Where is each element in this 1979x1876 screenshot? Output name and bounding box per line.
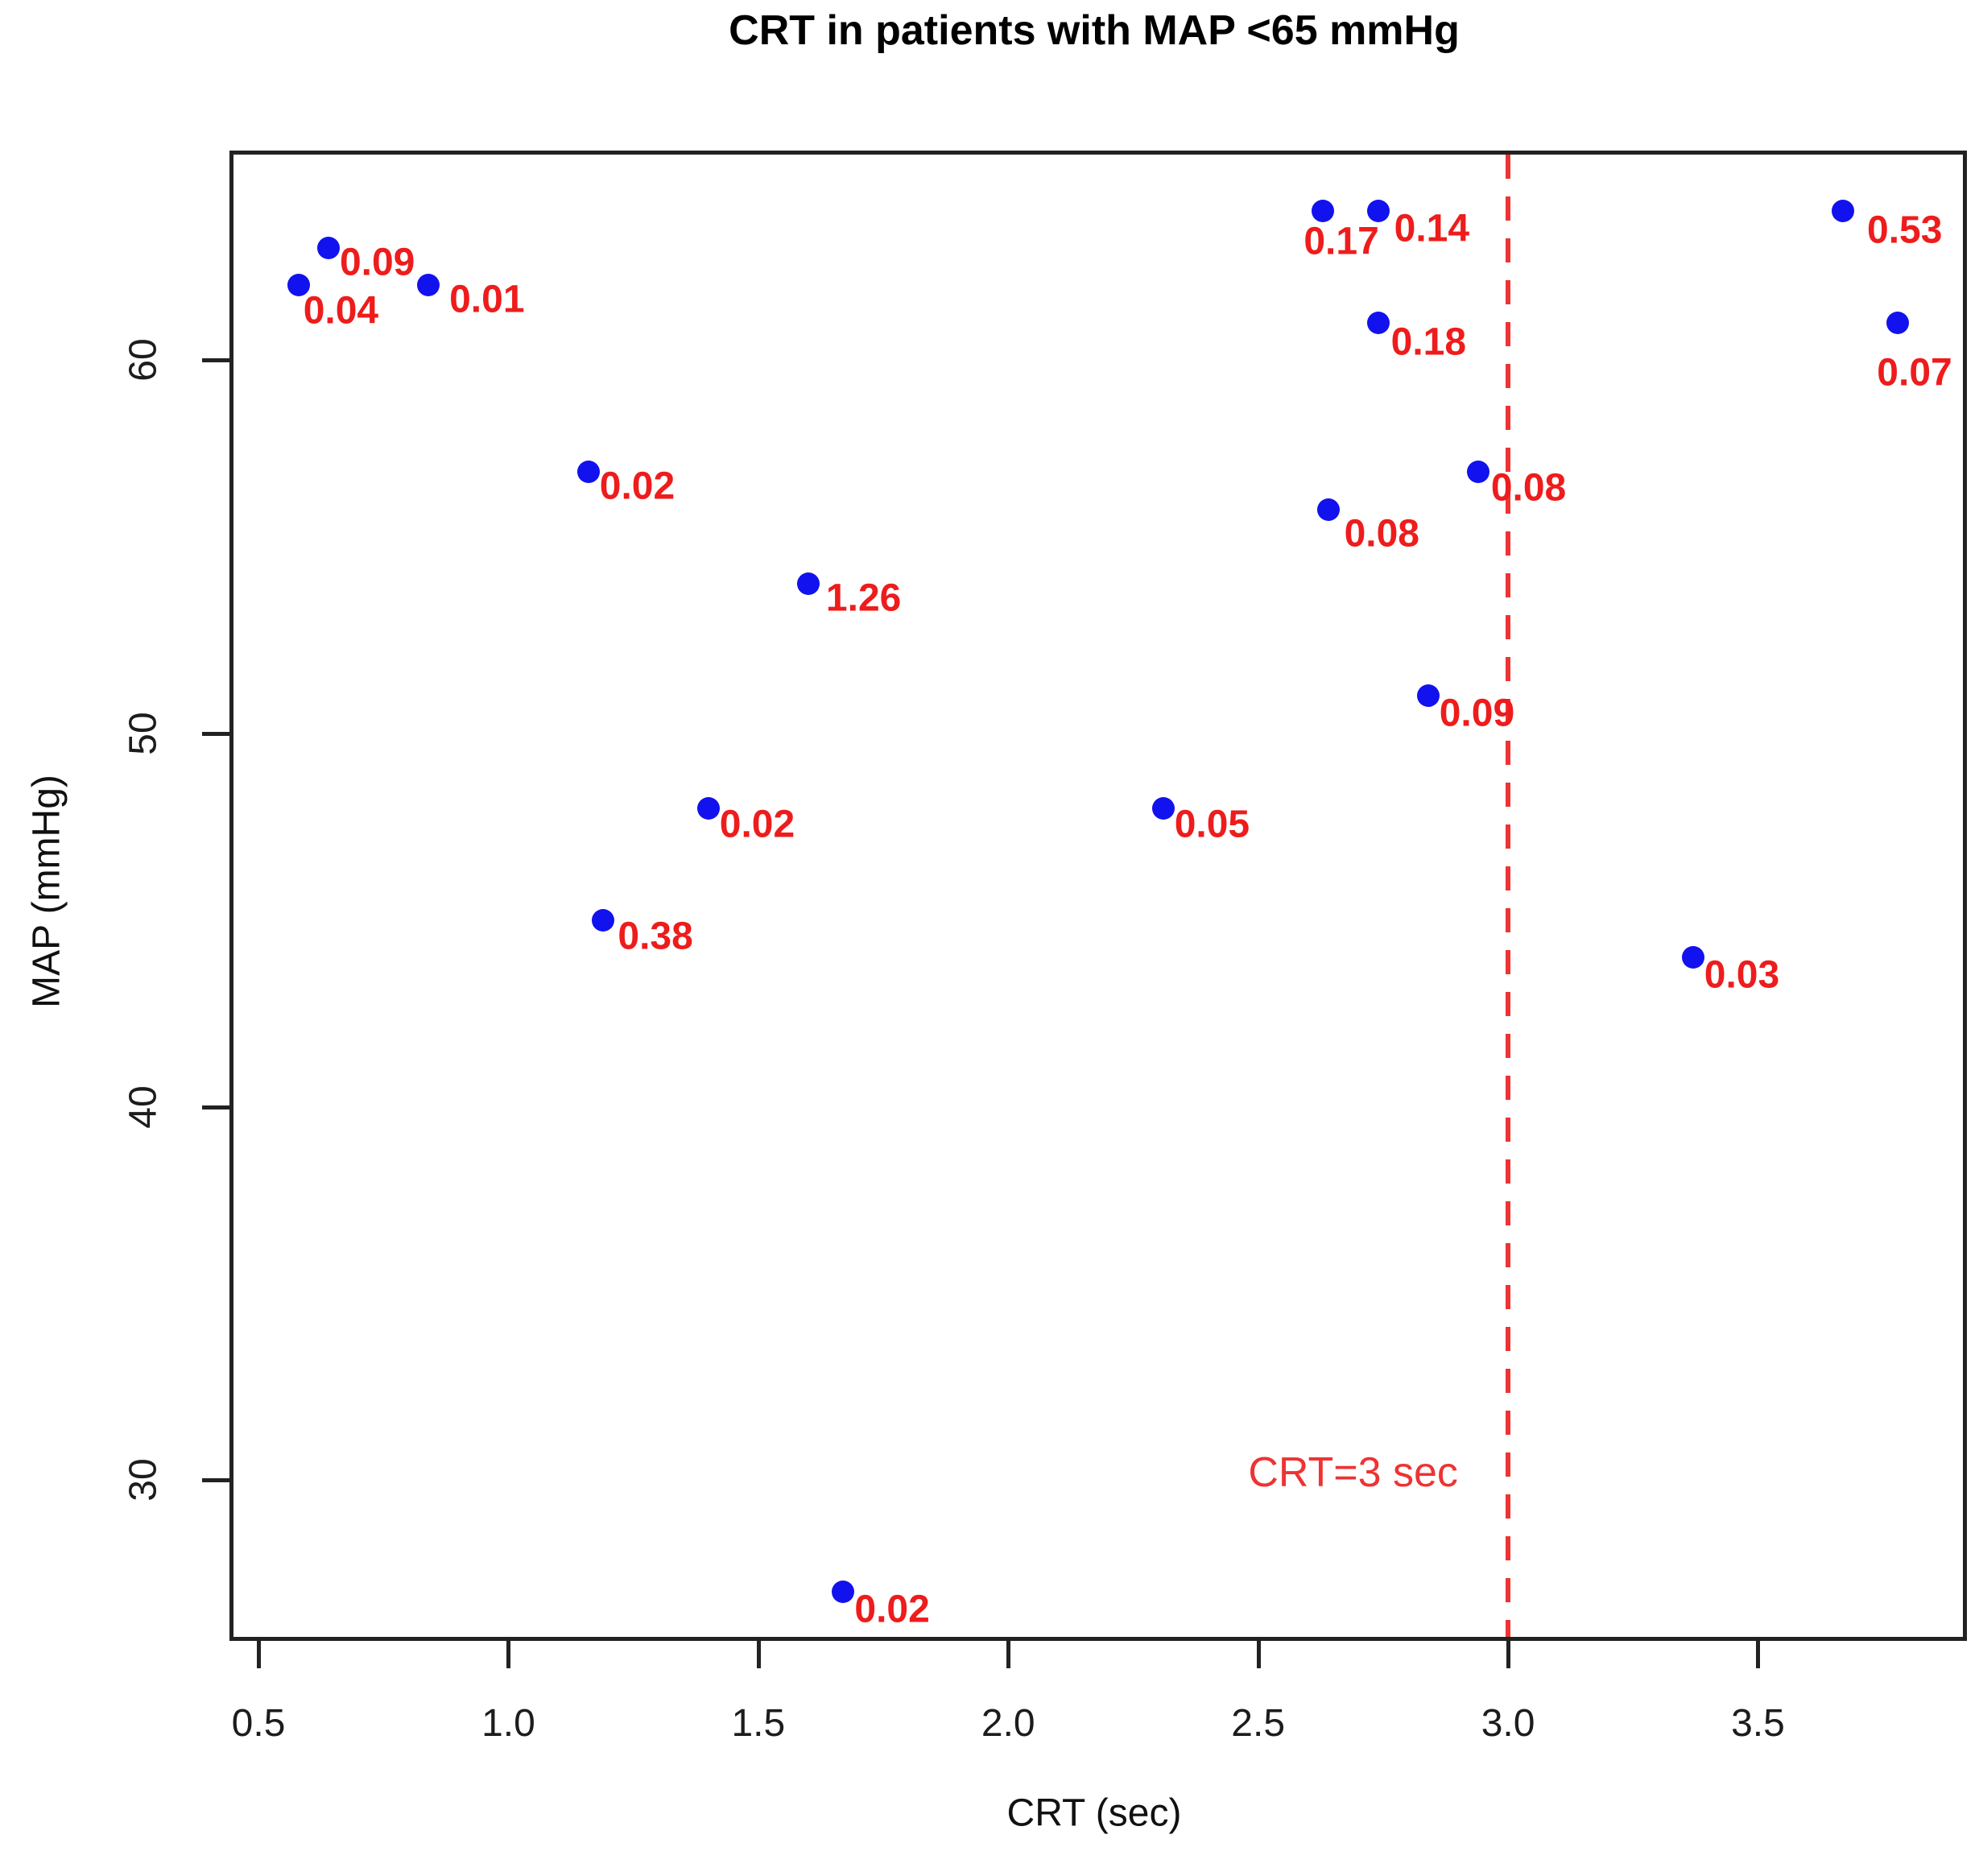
data-point-label: 0.38 — [618, 915, 693, 958]
y-axis-tick-label: 40 — [122, 1085, 165, 1129]
data-point-label: 0.09 — [339, 241, 415, 284]
data-point — [1316, 498, 1340, 521]
data-point — [576, 461, 600, 484]
data-point — [417, 274, 440, 297]
y-axis-tick — [202, 1478, 229, 1483]
y-axis-tick — [202, 731, 229, 736]
x-axis-tick-label: 1.0 — [481, 1702, 535, 1745]
data-point — [1681, 946, 1704, 969]
chart-title: CRT in patients with MAP <65 mmHg — [729, 7, 1460, 54]
data-point — [1366, 199, 1390, 222]
y-axis-tick-label: 50 — [122, 712, 165, 755]
data-point-label: 0.02 — [719, 803, 795, 846]
x-axis-tick — [1506, 1641, 1511, 1668]
data-point-label: 0.07 — [1877, 351, 1952, 395]
data-point-label: 0.02 — [599, 465, 676, 508]
data-point-label: 0.17 — [1303, 220, 1379, 263]
data-point-label: 0.08 — [1490, 466, 1567, 510]
x-axis-tick-label: 0.5 — [231, 1702, 286, 1745]
data-point — [1151, 796, 1175, 820]
y-axis-tick — [202, 358, 229, 363]
data-point — [1366, 311, 1390, 334]
data-point — [1416, 684, 1440, 708]
y-axis-tick — [202, 1105, 229, 1109]
data-point-label: 0.01 — [449, 278, 525, 321]
data-point — [287, 274, 310, 297]
data-point — [1886, 311, 1910, 334]
x-axis-tick — [257, 1641, 262, 1668]
refline-crt3 — [1506, 155, 1511, 1637]
data-point — [832, 1581, 855, 1604]
data-point-label: 1.26 — [825, 576, 902, 620]
data-point — [1832, 199, 1854, 222]
x-axis-tick — [1006, 1641, 1011, 1668]
data-point-label: 0.09 — [1439, 692, 1515, 735]
data-point-label: 0.03 — [1704, 953, 1780, 997]
data-point — [1312, 199, 1335, 222]
y-axis-title: MAP (mmHg) — [25, 775, 68, 1008]
x-axis-tick — [756, 1641, 761, 1668]
data-point-label: 0.08 — [1344, 512, 1419, 556]
x-axis-tick — [506, 1641, 511, 1668]
data-point-label: 0.14 — [1394, 207, 1470, 250]
data-point — [1466, 461, 1489, 484]
y-axis-tick-label: 60 — [122, 338, 165, 382]
data-point — [316, 236, 340, 259]
data-point-label: 0.53 — [1867, 209, 1943, 252]
plot-area: CRT=3 sec 0.09 0.04 0.01 0.17 0.14 0.53 0.18 0.0… — [229, 151, 1967, 1641]
x-axis-tick-label: 1.5 — [731, 1702, 786, 1745]
x-axis-tick — [1756, 1641, 1761, 1668]
x-axis-tick — [1256, 1641, 1261, 1668]
x-axis-tick-label: 2.0 — [981, 1702, 1035, 1745]
data-point-label: 0.02 — [854, 1588, 930, 1631]
x-axis-tick-label: 3.0 — [1481, 1702, 1535, 1745]
data-point-label: 0.05 — [1174, 803, 1250, 846]
data-point-label: 0.18 — [1390, 320, 1467, 364]
x-axis-title: CRT (sec) — [1006, 1791, 1182, 1835]
x-axis-tick-label: 2.5 — [1231, 1702, 1286, 1745]
refline-label: CRT=3 sec — [1248, 1448, 1458, 1496]
data-point — [796, 572, 820, 596]
x-axis-tick-label: 3.5 — [1731, 1702, 1785, 1745]
y-axis-tick-label: 30 — [122, 1458, 165, 1502]
data-point — [592, 908, 615, 932]
data-point-label: 0.04 — [303, 289, 379, 333]
data-point — [696, 796, 720, 820]
